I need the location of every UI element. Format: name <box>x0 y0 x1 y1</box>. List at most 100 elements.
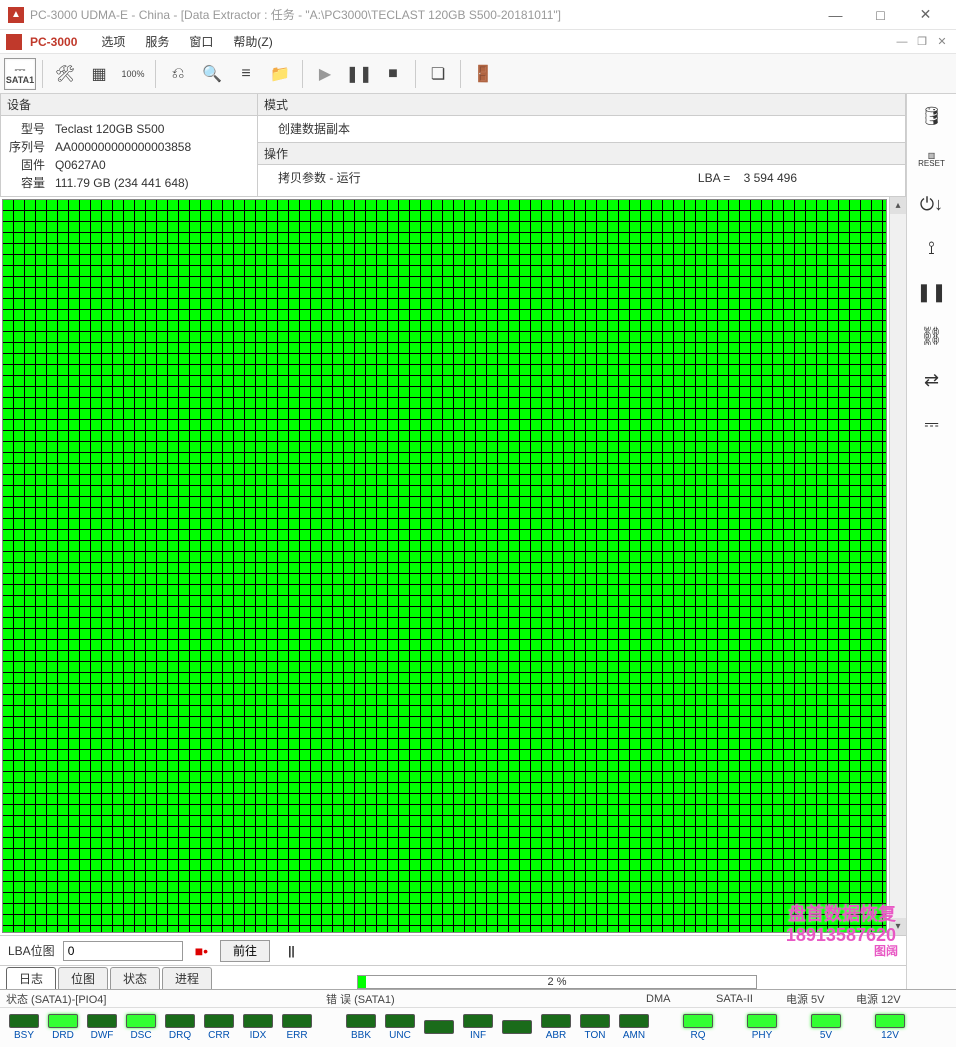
list-icon[interactable]: ≡ <box>230 58 262 90</box>
mode-title: 模式 <box>258 94 905 116</box>
dump-icon[interactable]: ▦ <box>83 58 115 90</box>
sector-map-area: ▴ ▾ <box>0 197 906 935</box>
marker-icon[interactable]: ■• <box>191 943 212 959</box>
tab-2[interactable]: 状态 <box>110 967 160 989</box>
close-button[interactable]: ✕ <box>903 1 948 29</box>
menubar-icon <box>6 34 22 50</box>
menu-help[interactable]: 帮助(Z) <box>225 31 280 52</box>
pause-indicator[interactable]: || <box>278 944 305 958</box>
tabs-row: 日志位图状态进程 2 % <box>0 965 906 989</box>
scroll-up-icon[interactable]: ▴ <box>890 197 906 214</box>
minimize-button[interactable]: — <box>813 1 858 29</box>
dma-led: RQ <box>680 1014 716 1041</box>
reset-button[interactable]: ▥RESET <box>916 144 948 176</box>
op-copy: 拷贝参数 - 运行 <box>278 169 361 187</box>
status-led-DRD: DRD <box>45 1014 81 1041</box>
chain-icon[interactable]: ⛓ <box>916 320 948 352</box>
goto-button[interactable]: 前往 <box>220 940 270 962</box>
info-row: 设备 型号 Teclast 120GB S500 序列号 AA000000000… <box>0 94 906 197</box>
tab-3[interactable]: 进程 <box>162 967 212 989</box>
fw-value: Q0627A0 <box>55 156 249 174</box>
model-value: Teclast 120GB S500 <box>55 120 249 138</box>
status-led-BSY: BSY <box>6 1014 42 1041</box>
lba-value: 3 594 496 <box>744 171 797 185</box>
device-panel: 设备 型号 Teclast 120GB S500 序列号 AA000000000… <box>0 94 258 196</box>
transfer-icon[interactable]: ⇄ <box>916 364 948 396</box>
lba-map-label: LBA位图 <box>8 942 55 959</box>
model-label: 型号 <box>9 120 45 138</box>
scroll-down-icon[interactable]: ▾ <box>890 918 906 935</box>
menu-options[interactable]: 选项 <box>93 31 133 52</box>
tab-1[interactable]: 位图 <box>58 967 108 989</box>
maximize-button[interactable]: □ <box>858 1 903 29</box>
status-led-DWF: DWF <box>84 1014 120 1041</box>
app-icon: ▲ <box>8 7 24 23</box>
menu-window[interactable]: 窗口 <box>181 31 221 52</box>
mdi-minimize[interactable]: — <box>894 34 910 50</box>
op-title: 操作 <box>258 142 905 165</box>
head-icon[interactable]: ⟟ <box>916 232 948 264</box>
device-title: 设备 <box>1 94 257 116</box>
scan-icon[interactable]: ⎌ <box>162 58 194 90</box>
error-led-3: INF <box>460 1014 496 1041</box>
side-toolbar: 🛢 ▥RESET ⏻↓ ⟟ ❚❚ ⛓ ⇄ ⎓ <box>906 94 956 989</box>
status-led-IDX: IDX <box>240 1014 276 1041</box>
percent-icon[interactable]: 100% <box>117 58 149 90</box>
tools-icon[interactable]: 🛠 <box>49 58 81 90</box>
lba-label: LBA = <box>698 171 730 185</box>
window-title: PC-3000 UDMA-E - China - [Data Extractor… <box>30 6 813 23</box>
status-led-DSC: DSC <box>123 1014 159 1041</box>
menubar: PC-3000 选项 服务 窗口 帮助(Z) — ❐ ✕ <box>0 30 956 54</box>
zoom-label[interactable]: 图阔 <box>874 942 898 959</box>
status-led-ERR: ERR <box>279 1014 315 1041</box>
status-led-DRQ: DRQ <box>162 1014 198 1041</box>
error-led-6: TON <box>577 1014 613 1041</box>
sector-map[interactable] <box>2 199 887 933</box>
menu-service[interactable]: 服务 <box>137 31 177 52</box>
error-led-0: BBK <box>343 1014 379 1041</box>
pause-icon[interactable]: ❚❚ <box>343 58 375 90</box>
play-icon[interactable]: ▶ <box>309 58 341 90</box>
toolbar: ⎓ SATA1 🛠 ▦ 100% ⎌ 🔍 ≡ 📁 ▶ ❚❚ ■ ❏ 🚪 <box>0 54 956 94</box>
status-led-CRR: CRR <box>201 1014 237 1041</box>
pwr12-led: 12V <box>872 1014 908 1041</box>
tab-0[interactable]: 日志 <box>6 967 56 989</box>
pwr5-led: 5V <box>808 1014 844 1041</box>
folder-icon[interactable]: 📁 <box>264 58 296 90</box>
lba-input[interactable] <box>63 941 183 961</box>
sata2-led: PHY <box>744 1014 780 1041</box>
cap-value: 111.79 GB (234 441 648) <box>55 174 249 192</box>
cap-label: 容量 <box>9 174 45 192</box>
pause-side-icon[interactable]: ❚❚ <box>916 276 948 308</box>
scrollbar[interactable]: ▴ ▾ <box>889 197 906 935</box>
copy-icon[interactable]: ❏ <box>422 58 454 90</box>
progress-bar: 2 % <box>357 975 757 989</box>
error-led-2 <box>421 1020 457 1036</box>
sata2-header: SATA-II <box>710 993 780 1005</box>
status-strip: 状态 (SATA1)-[PIO4] 错 误 (SATA1) DMA SATA-I… <box>0 989 956 1047</box>
error-led-7: AMN <box>616 1014 652 1041</box>
app-label: PC-3000 <box>30 35 77 49</box>
nav-row: LBA位图 ■• 前往 || 图阔 <box>0 935 906 965</box>
window-titlebar: ▲ PC-3000 UDMA-E - China - [Data Extract… <box>0 0 956 30</box>
progress-text: 2 % <box>548 976 567 988</box>
error-led-4 <box>499 1020 535 1036</box>
stop-icon[interactable]: ■ <box>377 58 409 90</box>
pwr5-header: 电源 5V <box>780 991 850 1007</box>
error-header: 错 误 (SATA1) <box>320 991 640 1007</box>
fw-label: 固件 <box>9 156 45 174</box>
power-icon[interactable]: ⏻↓ <box>916 188 948 220</box>
dma-header: DMA <box>640 993 710 1005</box>
mode-value: 创建数据副本 <box>258 116 905 142</box>
mode-panel: 模式 创建数据副本 操作 拷贝参数 - 运行 LBA = 3 594 496 <box>258 94 906 196</box>
mdi-close[interactable]: ✕ <box>934 34 950 50</box>
mdi-restore[interactable]: ❐ <box>914 34 930 50</box>
error-led-5: ABR <box>538 1014 574 1041</box>
connector-icon[interactable]: ⎓ <box>916 408 948 440</box>
pwr12-header: 电源 12V <box>850 991 956 1007</box>
sata-port-button[interactable]: ⎓ SATA1 <box>4 58 36 90</box>
serial-value: AA000000000000003858 <box>55 138 249 156</box>
exit-icon[interactable]: 🚪 <box>467 58 499 90</box>
find-icon[interactable]: 🔍 <box>196 58 228 90</box>
cylinder-icon[interactable]: 🛢 <box>916 100 948 132</box>
